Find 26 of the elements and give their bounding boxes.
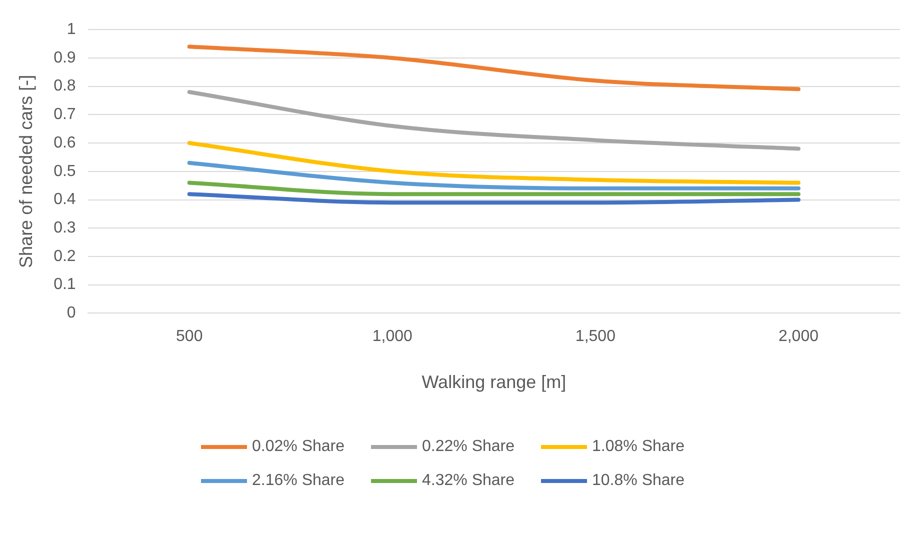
line-series [187,90,800,151]
x-axis-title: Walking range [m] [422,372,566,392]
x-tick-label: 2,000 [778,328,819,346]
y-tick-label: 0.3 [54,220,76,237]
y-tick-label: 1 [66,21,76,38]
y-axis-title: Share of needed cars [-] [16,74,36,268]
legend-label: 4.32% Share [422,472,515,490]
y-tick-label: 0.7 [54,106,76,124]
y-tick-label: 0.1 [54,276,76,294]
x-tick-label: 500 [176,328,203,346]
line-series [187,44,800,92]
y-tick-label: 0.8 [54,78,76,95]
legend-label: 1.08% Share [592,438,685,456]
y-tick-label: 0.6 [54,134,76,152]
y-tick-label: 0.9 [54,49,76,66]
legend-label: 2.16% Share [252,472,345,490]
legend-label: 0.22% Share [422,438,515,456]
x-tick-label: 1,500 [575,328,616,346]
legend-label: 0.02% Share [252,438,345,456]
y-tick-label: 0.5 [54,162,76,180]
x-tick-label: 1,000 [372,328,413,346]
line-series [187,141,800,185]
y-tick-label: 0.4 [54,191,76,208]
y-tick-label: 0 [66,304,76,322]
y-tick-label: 0.2 [54,248,76,265]
legend-label: 10.8% Share [592,472,685,490]
